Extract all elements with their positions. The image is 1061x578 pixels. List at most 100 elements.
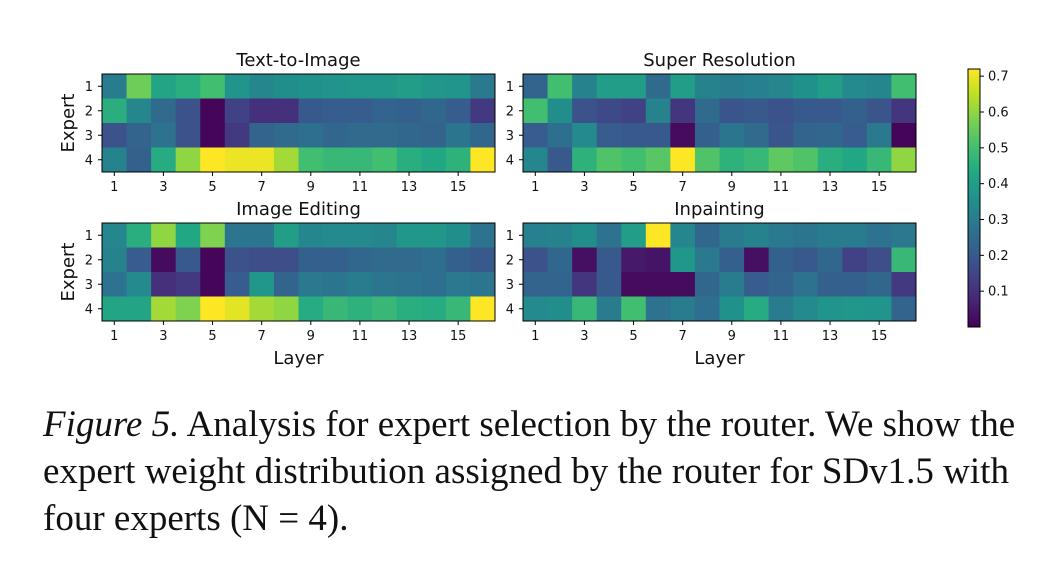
heatmap-cell-inpainting — [817, 296, 843, 322]
heatmap-cell-text-to-image — [126, 98, 152, 124]
x-tick-label: 1 — [531, 329, 539, 344]
heatmap-cell-text-to-image — [347, 147, 373, 173]
heatmap-cell-super-resolution — [596, 123, 622, 148]
x-tick-label: 9 — [728, 180, 736, 195]
heatmap-cell-image-editing — [445, 272, 471, 297]
heatmap-cell-super-resolution — [621, 74, 647, 99]
heatmap-cell-text-to-image — [470, 98, 496, 124]
heatmap-cell-image-editing — [273, 296, 299, 322]
heatmap-cell-inpainting — [645, 247, 671, 273]
heatmap-cell-text-to-image — [224, 147, 250, 173]
colorbar — [967, 68, 981, 328]
heatmap-cell-inpainting — [523, 296, 548, 322]
heatmap-cell-image-editing — [396, 296, 422, 322]
heatmap-cell-image-editing — [347, 296, 373, 322]
y-tick-label: 3 — [85, 278, 93, 293]
y-tick-label: 1 — [85, 80, 93, 95]
heatmap-cell-text-to-image — [200, 98, 226, 124]
heatmap-cell-text-to-image — [151, 123, 177, 148]
heatmap-cell-inpainting — [621, 296, 647, 322]
heatmap-cell-super-resolution — [547, 98, 573, 124]
heatmap-cell-super-resolution — [891, 98, 917, 124]
x-tick-label: 5 — [629, 329, 637, 344]
heatmap-cell-text-to-image — [273, 98, 299, 124]
heatmap-cell-inpainting — [621, 272, 647, 297]
heatmap-cell-inpainting — [793, 223, 819, 248]
heatmap-cell-text-to-image — [372, 98, 398, 124]
heatmap-cell-inpainting — [891, 223, 917, 248]
heatmap-cell-image-editing — [126, 272, 152, 297]
heatmap-frame — [522, 73, 917, 173]
heatmap-cell-super-resolution — [621, 147, 647, 173]
heatmap-cell-super-resolution — [719, 98, 745, 124]
panel-title: Image Editing — [236, 199, 361, 220]
panel-title: Super Resolution — [643, 50, 796, 71]
heatmap-cell-super-resolution — [596, 74, 622, 99]
heatmap-cell-super-resolution — [719, 147, 745, 173]
heatmap-cell-text-to-image — [175, 147, 201, 173]
heatmap-cell-text-to-image — [421, 74, 447, 99]
heatmap-cell-inpainting — [523, 223, 548, 248]
heatmap-cell-image-editing — [175, 223, 201, 248]
heatmap-cell-super-resolution — [523, 123, 548, 148]
heatmap-cell-inpainting — [694, 296, 720, 322]
heatmap-cell-super-resolution — [768, 123, 794, 148]
heatmap-cell-image-editing — [396, 247, 422, 273]
heatmap-cell-inpainting — [523, 247, 548, 273]
heatmap-cell-inpainting — [866, 247, 892, 273]
heatmap-cell-image-editing — [249, 296, 275, 322]
heatmap-cell-text-to-image — [249, 74, 275, 99]
heatmap-cell-super-resolution — [744, 123, 770, 148]
heatmap-cell-inpainting — [891, 247, 917, 273]
heatmap-cell-text-to-image — [470, 147, 496, 173]
heatmap-cell-super-resolution — [891, 147, 917, 173]
heatmap-cell-image-editing — [347, 247, 373, 273]
heatmap-cell-super-resolution — [719, 123, 745, 148]
heatmap-cell-inpainting — [694, 247, 720, 273]
heatmap-cell-image-editing — [470, 223, 496, 248]
colorbar-tick-label: 0.4 — [988, 177, 1009, 192]
heatmap-cell-image-editing — [396, 272, 422, 297]
heatmap-cell-inpainting — [596, 296, 622, 322]
heatmap-cell-text-to-image — [102, 123, 127, 148]
heatmap-cell-super-resolution — [842, 98, 868, 124]
heatmap-cell-inpainting — [793, 272, 819, 297]
heatmap-cell-text-to-image — [151, 74, 177, 99]
heatmap-cell-super-resolution — [719, 74, 745, 99]
x-tick-label: 3 — [159, 329, 167, 344]
heatmap-cell-image-editing — [323, 223, 349, 248]
x-tick-label: 15 — [871, 329, 888, 344]
heatmap-cell-image-editing — [273, 223, 299, 248]
heatmap-cell-inpainting — [719, 223, 745, 248]
heatmap-cell-text-to-image — [421, 147, 447, 173]
heatmap-cell-image-editing — [445, 223, 471, 248]
x-tick-label: 7 — [679, 180, 687, 195]
heatmap-cell-super-resolution — [694, 123, 720, 148]
heatmap-cell-inpainting — [547, 296, 573, 322]
panel-title: Inpainting — [674, 199, 764, 220]
heatmap-cell-image-editing — [372, 296, 398, 322]
heatmap-cell-image-editing — [200, 247, 226, 273]
x-tick-label: 5 — [208, 329, 216, 344]
x-tick-label: 7 — [679, 329, 687, 344]
x-tick-label: 15 — [450, 329, 467, 344]
heatmap-cell-image-editing — [200, 296, 226, 322]
x-tick-label: 15 — [450, 180, 467, 195]
heatmap-cell-image-editing — [273, 247, 299, 273]
heatmap-cell-inpainting — [719, 247, 745, 273]
heatmap-cell-super-resolution — [596, 98, 622, 124]
x-tick-label: 1 — [110, 180, 118, 195]
heatmap-cell-inpainting — [768, 247, 794, 273]
x-tick-label: 13 — [401, 329, 418, 344]
heatmap-cell-super-resolution — [523, 74, 548, 99]
heatmap-cell-image-editing — [347, 272, 373, 297]
heatmap-cell-image-editing — [175, 296, 201, 322]
x-tick-label: 11 — [773, 180, 790, 195]
heatmap-cell-text-to-image — [224, 74, 250, 99]
heatmap-cell-super-resolution — [768, 98, 794, 124]
heatmap-cell-text-to-image — [102, 98, 127, 124]
heatmap-cell-text-to-image — [323, 147, 349, 173]
colorbar-tick-label: 0.1 — [988, 285, 1009, 300]
heatmap-cell-text-to-image — [372, 123, 398, 148]
heatmap-cell-inpainting — [817, 247, 843, 273]
